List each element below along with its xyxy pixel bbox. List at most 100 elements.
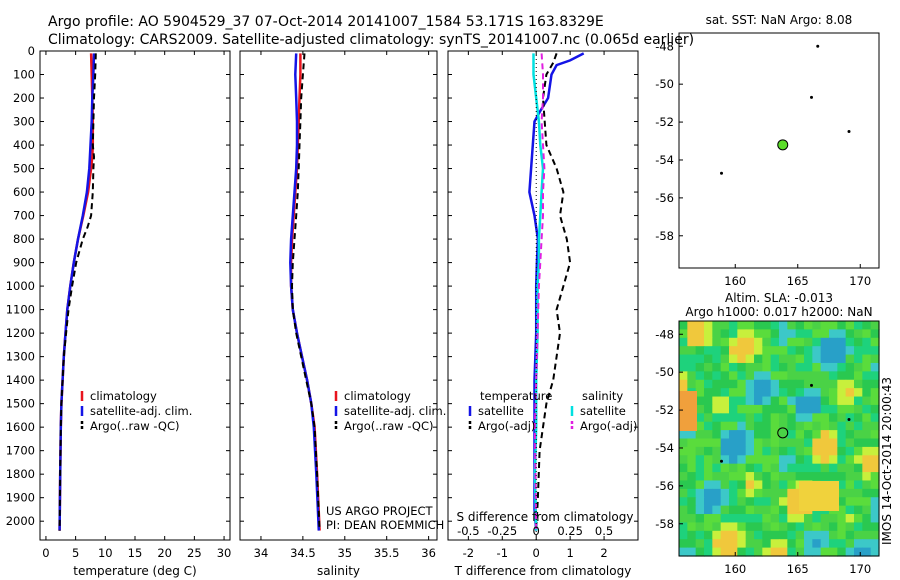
sla-map-heat-cell bbox=[829, 337, 838, 347]
sla-map-heat-cell bbox=[787, 388, 797, 398]
sla-map-heat-cell bbox=[687, 321, 697, 330]
sst-map-title: sat. SST: NaN Argo: 8.08 bbox=[706, 13, 853, 27]
difference-xtick-label: 1 bbox=[566, 546, 573, 560]
sla-map-heat-cell bbox=[845, 547, 855, 557]
temperature-series-argo-raw-qc- bbox=[58, 53, 97, 531]
sla-map-heat-cell bbox=[704, 463, 713, 473]
sla-map-heat-cell bbox=[854, 438, 863, 448]
sla-map-heat-cell bbox=[695, 488, 705, 498]
sla-map-heat-cell bbox=[754, 413, 763, 423]
sla-map-heat-cell bbox=[754, 547, 763, 557]
sla-map-heat-cell bbox=[729, 497, 738, 507]
sla-map-heat-cell bbox=[845, 371, 855, 381]
sla-map-heat-cell bbox=[737, 547, 747, 557]
sla-map-heat-cell bbox=[820, 539, 830, 549]
sla-map-heat-cell bbox=[729, 354, 738, 364]
sla-map-heat-cell bbox=[687, 455, 697, 465]
sla-map-heat-cell bbox=[704, 480, 713, 490]
sla-map-heat-cell bbox=[812, 438, 822, 448]
sla-map-title-1: Altim. SLA: -0.013 bbox=[725, 291, 833, 305]
sla-map-heat-cell bbox=[745, 371, 755, 381]
sla-map-heat-cell bbox=[712, 438, 722, 448]
sla-map-heat-cell bbox=[745, 430, 755, 440]
sla-map-heat-cell bbox=[779, 362, 788, 372]
salinity-legend-label: climatology bbox=[344, 389, 411, 403]
sla-map-heat-cell bbox=[704, 354, 713, 364]
sla-map-heat-cell bbox=[804, 522, 813, 532]
sla-map-heat-cell bbox=[720, 488, 730, 498]
temperature-xtick-label: 25 bbox=[187, 546, 202, 560]
sla-map-heat-cell bbox=[870, 463, 880, 473]
sla-map-heat-cell bbox=[762, 514, 772, 524]
temperature-ytick-label: 800 bbox=[13, 232, 35, 246]
sla-map-heat-cell bbox=[729, 362, 738, 372]
sla-map-heat-cell bbox=[704, 446, 713, 456]
sla-map-heat-cell bbox=[820, 463, 830, 473]
sla-map-heat-cell bbox=[862, 530, 872, 540]
sla-map-heat-cell bbox=[762, 530, 772, 540]
sla-map-heat-cell bbox=[862, 488, 872, 498]
sla-map-heat-cell bbox=[754, 488, 763, 498]
sla-map-heat-cell bbox=[795, 379, 805, 389]
sla-map-heat-cell bbox=[762, 505, 772, 515]
difference-series-salinity-argo-adj- bbox=[533, 53, 546, 531]
sla-map-heat-cell bbox=[854, 346, 863, 356]
difference-legend-title: salinity bbox=[582, 389, 623, 403]
sla-map-heat-cell bbox=[795, 321, 805, 330]
sla-map-heat-cell bbox=[795, 337, 805, 347]
difference-xtick-label: 2 bbox=[600, 546, 607, 560]
sla-map-heat-cell bbox=[837, 346, 847, 356]
difference-s-tick-label: -0.25 bbox=[487, 524, 517, 538]
sla-map-heat-cell bbox=[695, 346, 705, 356]
sla-map-heat-cell bbox=[762, 480, 772, 490]
sla-map-heat-cell bbox=[845, 413, 855, 423]
sla-map-heat-cell bbox=[679, 497, 688, 507]
sla-map-heat-cell bbox=[737, 438, 747, 448]
sla-map-heat-cell bbox=[679, 430, 688, 440]
sla-map-heat-cell bbox=[862, 404, 872, 414]
sla-map-heat-cell bbox=[679, 522, 688, 532]
sla-map-heat-cell bbox=[704, 379, 713, 389]
sla-map-heat-cell bbox=[812, 421, 822, 431]
sla-map-heat-cell bbox=[687, 488, 697, 498]
sla-map-heat-cell bbox=[870, 430, 880, 440]
sla-map-heat-cell bbox=[679, 463, 688, 473]
sla-map-heat-cell bbox=[862, 421, 872, 431]
sla-map-heat-cell bbox=[837, 539, 847, 549]
sla-map-heat-cell bbox=[679, 472, 688, 482]
sla-map-heat-cell bbox=[845, 346, 855, 356]
sla-map-heat-cell bbox=[762, 421, 772, 431]
sla-map-heat-cell bbox=[737, 514, 747, 524]
sla-map-ytick-label: -52 bbox=[655, 403, 674, 417]
temperature-ytick-label: 0 bbox=[28, 44, 35, 58]
sla-map-heat-cell bbox=[745, 472, 755, 482]
sla-map-heat-cell bbox=[770, 514, 780, 524]
sla-map-heat-cell bbox=[720, 354, 730, 364]
sla-map-heat-cell bbox=[820, 396, 830, 406]
sla-map-heat-cell bbox=[679, 438, 688, 448]
sla-map-heat-cell bbox=[854, 497, 863, 507]
sla-map-heat-cell bbox=[787, 530, 797, 540]
sst-map-xtick-label: 170 bbox=[849, 274, 871, 288]
sla-map-heat-cell bbox=[845, 321, 855, 330]
sla-map-heat-cell bbox=[745, 388, 755, 398]
sla-map-title-2: Argo h1000: 0.017 h2000: NaN bbox=[685, 305, 872, 319]
sla-map-heat-cell bbox=[820, 388, 830, 398]
sla-map-heat-cell bbox=[779, 539, 788, 549]
sla-map-heat-cell bbox=[770, 413, 780, 423]
sla-map-heat-cell bbox=[712, 530, 722, 540]
sla-map-heat-cell bbox=[862, 539, 872, 549]
sla-map-heat-cell bbox=[795, 463, 805, 473]
sla-map-heat-cell bbox=[679, 354, 688, 364]
sla-map-heat-cell bbox=[779, 413, 788, 423]
sla-map-heat-cell bbox=[862, 321, 872, 330]
sla-map-heat-cell bbox=[870, 497, 880, 507]
sla-map-heat-cell bbox=[745, 530, 755, 540]
sla-map-heat-cell bbox=[804, 455, 813, 465]
sla-map-heat-cell bbox=[787, 480, 797, 490]
sla-map-xtick-label: 170 bbox=[849, 562, 871, 576]
sla-map-heat-cell bbox=[737, 354, 747, 364]
sla-map-heat-cell bbox=[770, 371, 780, 381]
sla-map-heat-cell bbox=[704, 547, 713, 557]
sla-map-heat-cell bbox=[829, 346, 838, 356]
